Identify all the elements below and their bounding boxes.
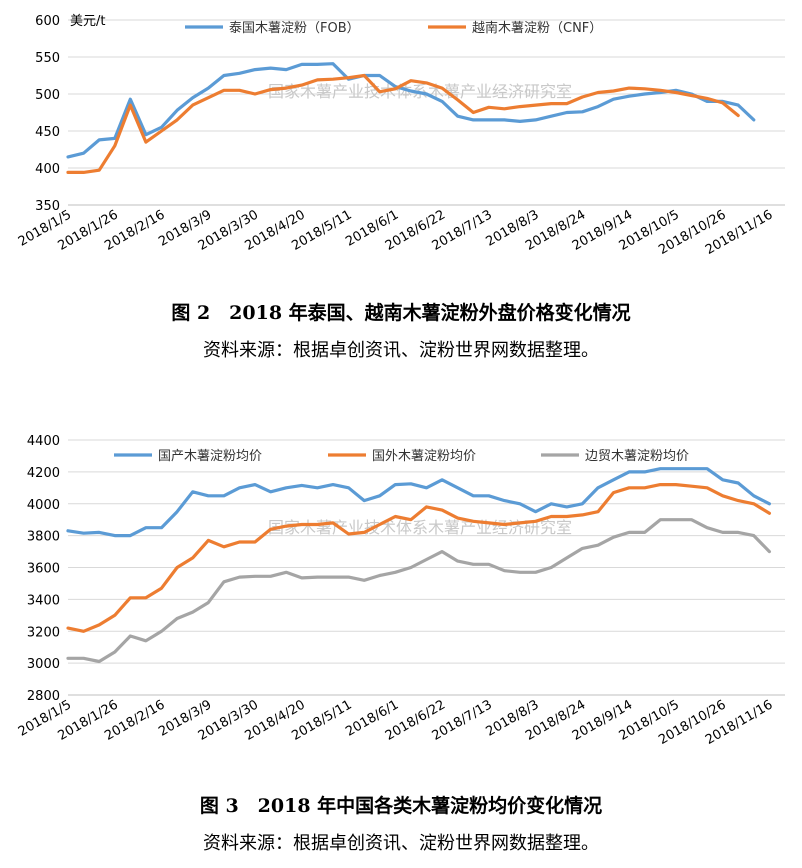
chart-2-svg: 2800300032003400360038004000420044002018… <box>16 434 785 748</box>
y-tick-label: 3800 <box>27 530 60 545</box>
figure-3-caption: 图 3 2018 年中国各类木薯淀粉均价变化情况 <box>199 795 603 817</box>
legend-label-1: 泰国木薯淀粉（FOB） <box>229 21 360 36</box>
y-tick-label: 600 <box>35 14 60 29</box>
legend-label-2: 越南木薯淀粉（CNF） <box>472 20 602 36</box>
legend-label-1: 国产木薯淀粉均价 <box>158 449 262 464</box>
legend-label-3: 边贸木薯淀粉均价 <box>585 449 689 464</box>
y-tick-label: 500 <box>35 88 60 103</box>
y-tick-label: 4000 <box>27 498 60 513</box>
y-tick-label: 350 <box>35 199 60 214</box>
series-line-2 <box>66 482 772 633</box>
y-tick-label: 3400 <box>27 593 60 608</box>
y-tick-label: 2800 <box>27 689 60 704</box>
y-tick-label: 3200 <box>27 625 60 640</box>
y-tick-label: 3600 <box>27 562 60 577</box>
chart-1-svg: 3504004505005506002018/1/52018/1/262018/… <box>16 14 785 258</box>
legend-label-2: 国外木薯淀粉均价 <box>372 449 476 464</box>
y-tick-label: 4200 <box>27 466 60 481</box>
china-price-chart: 2800 3000 3200 3400 3600 3800 4000 4200 4400 2018… <box>0 420 802 780</box>
y-tick-label: 3000 <box>27 657 60 672</box>
y-tick-label: 450 <box>35 125 60 140</box>
thai-vietnam-price-chart: 350 400 450 500 550 600 2018/1/5 2018/1/26 2018/… <box>0 0 802 285</box>
series-line-1 <box>66 467 772 538</box>
series-line-3 <box>66 518 772 664</box>
figure-3-source: 资料来源：根据卓创资讯、淀粉世界网数据整理。 <box>203 833 599 854</box>
series-line-2 <box>66 73 740 174</box>
figure-2-caption: 图 2 2018 年泰国、越南木薯淀粉外盘价格变化情况 <box>171 302 631 324</box>
y-tick-label: 4400 <box>27 434 60 449</box>
y-tick-label: 400 <box>35 162 60 177</box>
y-unit-label: 美元/t <box>70 14 105 29</box>
figure-2-source: 资料来源：根据卓创资讯、淀粉世界网数据整理。 <box>203 340 599 361</box>
series-line-1 <box>66 62 756 159</box>
y-tick-label: 550 <box>35 51 60 66</box>
